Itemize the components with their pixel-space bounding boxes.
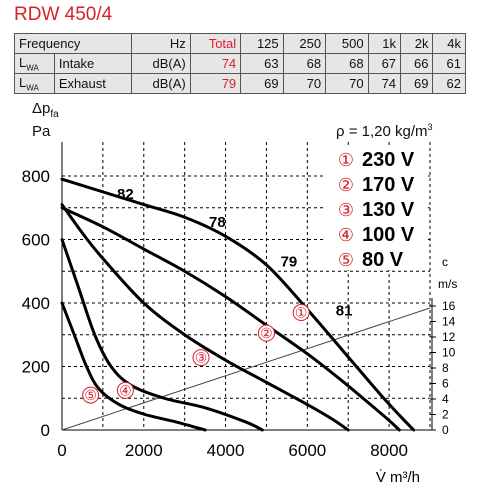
velocity-tick-label: 16	[442, 299, 456, 313]
y-tick-label: 200	[22, 358, 50, 377]
row-label: LWA	[14, 73, 55, 94]
x-axis-label: V̇ m³/h	[376, 469, 420, 486]
sound-level-label: 79	[281, 253, 298, 270]
row-value: 70	[282, 73, 327, 94]
curve-marker-label: ⑤	[84, 387, 97, 403]
velocity-unit-ms: m/s	[438, 277, 457, 291]
curve-marker-circle	[116, 381, 134, 399]
row-value: 69	[240, 73, 284, 94]
velocity-tick-label: 14	[442, 315, 456, 329]
header-total: Total	[189, 33, 242, 54]
legend-label: 170 V	[362, 174, 415, 196]
row-value: 62	[432, 73, 466, 94]
curve-marker-label: ①	[295, 305, 308, 321]
curve-marker-circle	[257, 324, 275, 342]
y-tick-label: 600	[22, 231, 50, 250]
curve-marker-label: ③	[195, 350, 208, 366]
velocity-tick-label: 12	[442, 330, 456, 344]
curve-marker-label: ②	[260, 325, 273, 341]
row-value: 66	[400, 53, 434, 74]
velocity-tick-label: 8	[442, 361, 449, 375]
x-tick-label: 6000	[288, 441, 326, 460]
row-value: 63	[240, 53, 284, 74]
legend-background	[325, 146, 428, 270]
table-row: LWA Exhaust dB(A) 79 69 70 70 74 69 62	[14, 73, 466, 94]
y-tick-label: 800	[22, 167, 50, 186]
curve-3	[60, 203, 350, 432]
legend-marker: ③	[338, 200, 354, 220]
legend-label: 100 V	[362, 224, 415, 246]
row-value: 70	[325, 73, 369, 94]
curve-5	[60, 301, 207, 432]
legend-label: 80 V	[362, 249, 404, 271]
velocity-reference-line	[61, 307, 431, 431]
row-total: 79	[189, 73, 242, 94]
header-250: 250	[282, 33, 327, 54]
curve-marker-circle	[292, 304, 310, 322]
sound-level-label: 81	[336, 303, 353, 320]
curve-marker-label: ④	[119, 382, 132, 398]
legend-marker: ⑤	[338, 250, 354, 270]
page-title: RDW 450/4	[14, 4, 113, 25]
row-value: 68	[325, 53, 369, 74]
sound-level-label: 82	[117, 186, 134, 203]
legend-label: 130 V	[362, 199, 415, 221]
y-tick-label: 0	[41, 421, 50, 440]
row-value: 74	[367, 73, 402, 94]
velocity-tick-label: 6	[442, 377, 449, 391]
sound-table: Frequency Hz Total 125 250 500 1k 2k 4k …	[13, 33, 466, 94]
velocity-tick-label: 0	[442, 423, 449, 437]
legend-marker: ④	[338, 225, 354, 245]
x-tick-label: 8000	[370, 441, 408, 460]
x-tick-label: 2000	[125, 441, 163, 460]
velocity-tick-label: 10	[442, 346, 456, 360]
row-unit: dB(A)	[131, 73, 191, 94]
velocity-tick-label: 4	[442, 392, 449, 406]
legend-marker: ②	[338, 175, 354, 195]
curve-marker-circle	[82, 386, 100, 404]
row-value: 69	[400, 73, 434, 94]
y-tick-label: 400	[22, 294, 50, 313]
row-unit: dB(A)	[131, 53, 191, 74]
header-4k: 4k	[432, 33, 466, 54]
density-label: ρ = 1,20 kg/m3	[336, 122, 433, 140]
row-total: 74	[189, 53, 242, 74]
row-value: 67	[367, 53, 402, 74]
row-value: 61	[432, 53, 466, 74]
table-row: LWA Intake dB(A) 74 63 68 68 67 66 61	[14, 53, 466, 74]
legend-marker: ①	[338, 150, 354, 170]
curve-1	[60, 177, 416, 432]
legend-label: 230 V	[362, 149, 415, 171]
x-tick-label: 0	[57, 441, 66, 460]
header-frequency: Frequency	[13, 33, 133, 54]
y-axis-label: Δpfa Pa	[32, 100, 59, 140]
row-kind: Exhaust	[53, 73, 133, 94]
velocity-tick-label: 2	[442, 408, 449, 422]
velocity-unit-c: c	[442, 255, 448, 269]
sound-level-label: 78	[209, 214, 226, 231]
curve-marker-circle	[192, 349, 210, 367]
header-2k: 2k	[400, 33, 434, 54]
x-tick-label: 4000	[207, 441, 245, 460]
